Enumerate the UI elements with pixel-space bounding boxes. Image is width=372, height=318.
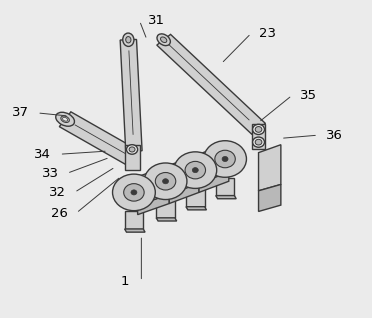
Polygon shape: [125, 211, 143, 229]
Ellipse shape: [144, 163, 187, 200]
Polygon shape: [259, 184, 281, 211]
Text: 35: 35: [300, 89, 317, 102]
Polygon shape: [125, 229, 145, 232]
Circle shape: [131, 190, 137, 195]
Text: 26: 26: [51, 207, 68, 219]
Ellipse shape: [62, 117, 68, 121]
Text: 34: 34: [34, 148, 51, 161]
Polygon shape: [156, 159, 205, 192]
Ellipse shape: [204, 141, 246, 177]
Ellipse shape: [56, 112, 74, 126]
Ellipse shape: [112, 174, 155, 211]
Text: 36: 36: [326, 129, 343, 142]
Polygon shape: [186, 148, 234, 181]
Polygon shape: [156, 218, 177, 221]
Circle shape: [255, 127, 262, 132]
Ellipse shape: [253, 137, 264, 147]
Polygon shape: [125, 170, 175, 204]
Polygon shape: [186, 207, 206, 210]
Text: 33: 33: [42, 167, 59, 180]
Circle shape: [255, 139, 262, 145]
Polygon shape: [138, 194, 169, 215]
Circle shape: [129, 147, 135, 152]
Ellipse shape: [124, 183, 144, 201]
Text: 32: 32: [49, 186, 66, 199]
Text: 31: 31: [148, 14, 165, 27]
Text: 23: 23: [259, 27, 276, 40]
Polygon shape: [169, 183, 199, 204]
Ellipse shape: [126, 37, 131, 43]
Polygon shape: [252, 124, 265, 149]
Polygon shape: [157, 34, 265, 134]
Polygon shape: [216, 196, 236, 199]
Polygon shape: [125, 145, 140, 170]
Text: 37: 37: [12, 107, 29, 119]
Polygon shape: [216, 178, 234, 196]
Ellipse shape: [185, 161, 206, 179]
Ellipse shape: [155, 172, 176, 190]
Polygon shape: [199, 172, 229, 192]
Ellipse shape: [123, 33, 134, 46]
Circle shape: [222, 156, 228, 162]
Ellipse shape: [215, 150, 235, 168]
Text: 1: 1: [121, 275, 129, 288]
Ellipse shape: [174, 152, 217, 188]
Ellipse shape: [157, 34, 170, 46]
Circle shape: [163, 179, 169, 184]
Circle shape: [192, 168, 198, 173]
Ellipse shape: [61, 116, 70, 122]
Polygon shape: [186, 189, 205, 207]
Polygon shape: [156, 200, 175, 218]
Polygon shape: [120, 39, 142, 151]
Polygon shape: [59, 112, 138, 165]
Polygon shape: [259, 145, 281, 191]
Ellipse shape: [161, 37, 167, 43]
Ellipse shape: [126, 145, 138, 154]
Ellipse shape: [253, 124, 264, 135]
